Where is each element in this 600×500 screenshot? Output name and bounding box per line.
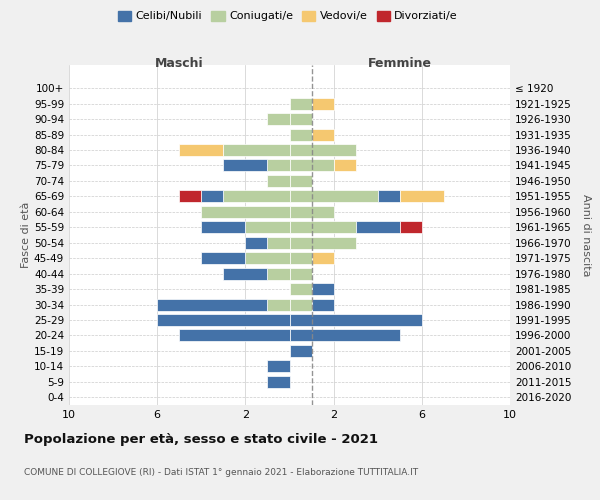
Bar	[290, 221, 356, 234]
Bar	[400, 190, 444, 202]
Bar	[290, 252, 311, 264]
Bar	[268, 376, 290, 388]
Bar	[202, 190, 223, 202]
Bar	[223, 144, 290, 156]
Bar	[268, 298, 290, 310]
Bar	[290, 236, 356, 249]
Bar	[378, 190, 400, 202]
Bar	[290, 345, 311, 357]
Bar	[400, 221, 422, 234]
Bar	[311, 283, 334, 295]
Bar	[268, 160, 290, 172]
Bar	[290, 160, 334, 172]
Bar	[245, 221, 290, 234]
Bar	[157, 298, 268, 310]
Bar	[268, 113, 290, 125]
Bar	[356, 221, 400, 234]
Text: Popolazione per età, sesso e stato civile - 2021: Popolazione per età, sesso e stato civil…	[24, 432, 378, 446]
Bar	[223, 160, 268, 172]
Text: Maschi: Maschi	[155, 56, 203, 70]
Bar	[179, 144, 223, 156]
Bar	[201, 252, 245, 264]
Bar	[290, 128, 311, 140]
Bar	[290, 330, 400, 342]
Bar	[201, 221, 245, 234]
Bar	[311, 298, 334, 310]
Text: COMUNE DI COLLEGIOVE (RI) - Dati ISTAT 1° gennaio 2021 - Elaborazione TUTTITALIA: COMUNE DI COLLEGIOVE (RI) - Dati ISTAT 1…	[24, 468, 418, 477]
Bar	[268, 175, 290, 187]
Bar	[290, 314, 422, 326]
Bar	[202, 206, 290, 218]
Bar	[268, 236, 290, 249]
Bar	[290, 144, 356, 156]
Bar	[223, 268, 268, 280]
Bar	[290, 268, 311, 280]
Bar	[334, 160, 356, 172]
Bar	[268, 360, 290, 372]
Y-axis label: Anni di nascita: Anni di nascita	[581, 194, 591, 276]
Bar	[290, 190, 378, 202]
Bar	[311, 128, 334, 140]
Bar	[290, 98, 311, 110]
Bar	[290, 175, 311, 187]
Bar	[179, 190, 202, 202]
Bar	[290, 283, 311, 295]
Bar	[290, 298, 311, 310]
Text: Femmine: Femmine	[368, 56, 432, 70]
Y-axis label: Fasce di età: Fasce di età	[21, 202, 31, 268]
Bar	[290, 113, 311, 125]
Bar	[311, 252, 334, 264]
Bar	[290, 206, 334, 218]
Bar	[245, 236, 268, 249]
Bar	[223, 190, 290, 202]
Bar	[311, 98, 334, 110]
Bar	[245, 252, 290, 264]
Bar	[179, 330, 290, 342]
Bar	[268, 268, 290, 280]
Legend: Celibi/Nubili, Coniugati/e, Vedovi/e, Divorziati/e: Celibi/Nubili, Coniugati/e, Vedovi/e, Di…	[118, 10, 458, 22]
Bar	[157, 314, 290, 326]
